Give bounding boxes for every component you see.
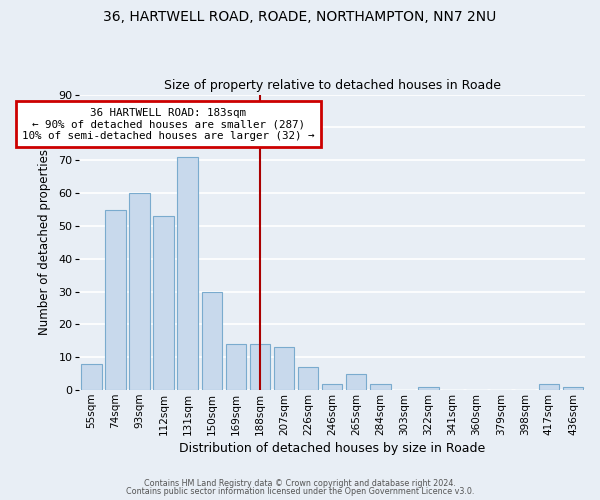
Text: Contains HM Land Registry data © Crown copyright and database right 2024.: Contains HM Land Registry data © Crown c… [144, 478, 456, 488]
Text: 36 HARTWELL ROAD: 183sqm
← 90% of detached houses are smaller (287)
10% of semi-: 36 HARTWELL ROAD: 183sqm ← 90% of detach… [22, 108, 314, 141]
Bar [250, 344, 270, 390]
Title: Size of property relative to detached houses in Roade: Size of property relative to detached ho… [164, 79, 500, 92]
Text: 36, HARTWELL ROAD, ROADE, NORTHAMPTON, NN7 2NU: 36, HARTWELL ROAD, ROADE, NORTHAMPTON, N… [103, 10, 497, 24]
Bar [322, 384, 343, 390]
Bar [226, 344, 246, 390]
Bar [418, 387, 439, 390]
Bar [129, 193, 150, 390]
Bar [563, 387, 583, 390]
Text: Contains public sector information licensed under the Open Government Licence v3: Contains public sector information licen… [126, 487, 474, 496]
X-axis label: Distribution of detached houses by size in Roade: Distribution of detached houses by size … [179, 442, 485, 455]
Bar [105, 210, 125, 390]
Bar [346, 374, 367, 390]
Bar [202, 292, 222, 390]
Bar [539, 384, 559, 390]
Bar [274, 348, 294, 390]
Y-axis label: Number of detached properties: Number of detached properties [38, 150, 52, 336]
Bar [298, 367, 319, 390]
Bar [81, 364, 101, 390]
Bar [370, 384, 391, 390]
Bar [154, 216, 174, 390]
Bar [178, 157, 198, 390]
